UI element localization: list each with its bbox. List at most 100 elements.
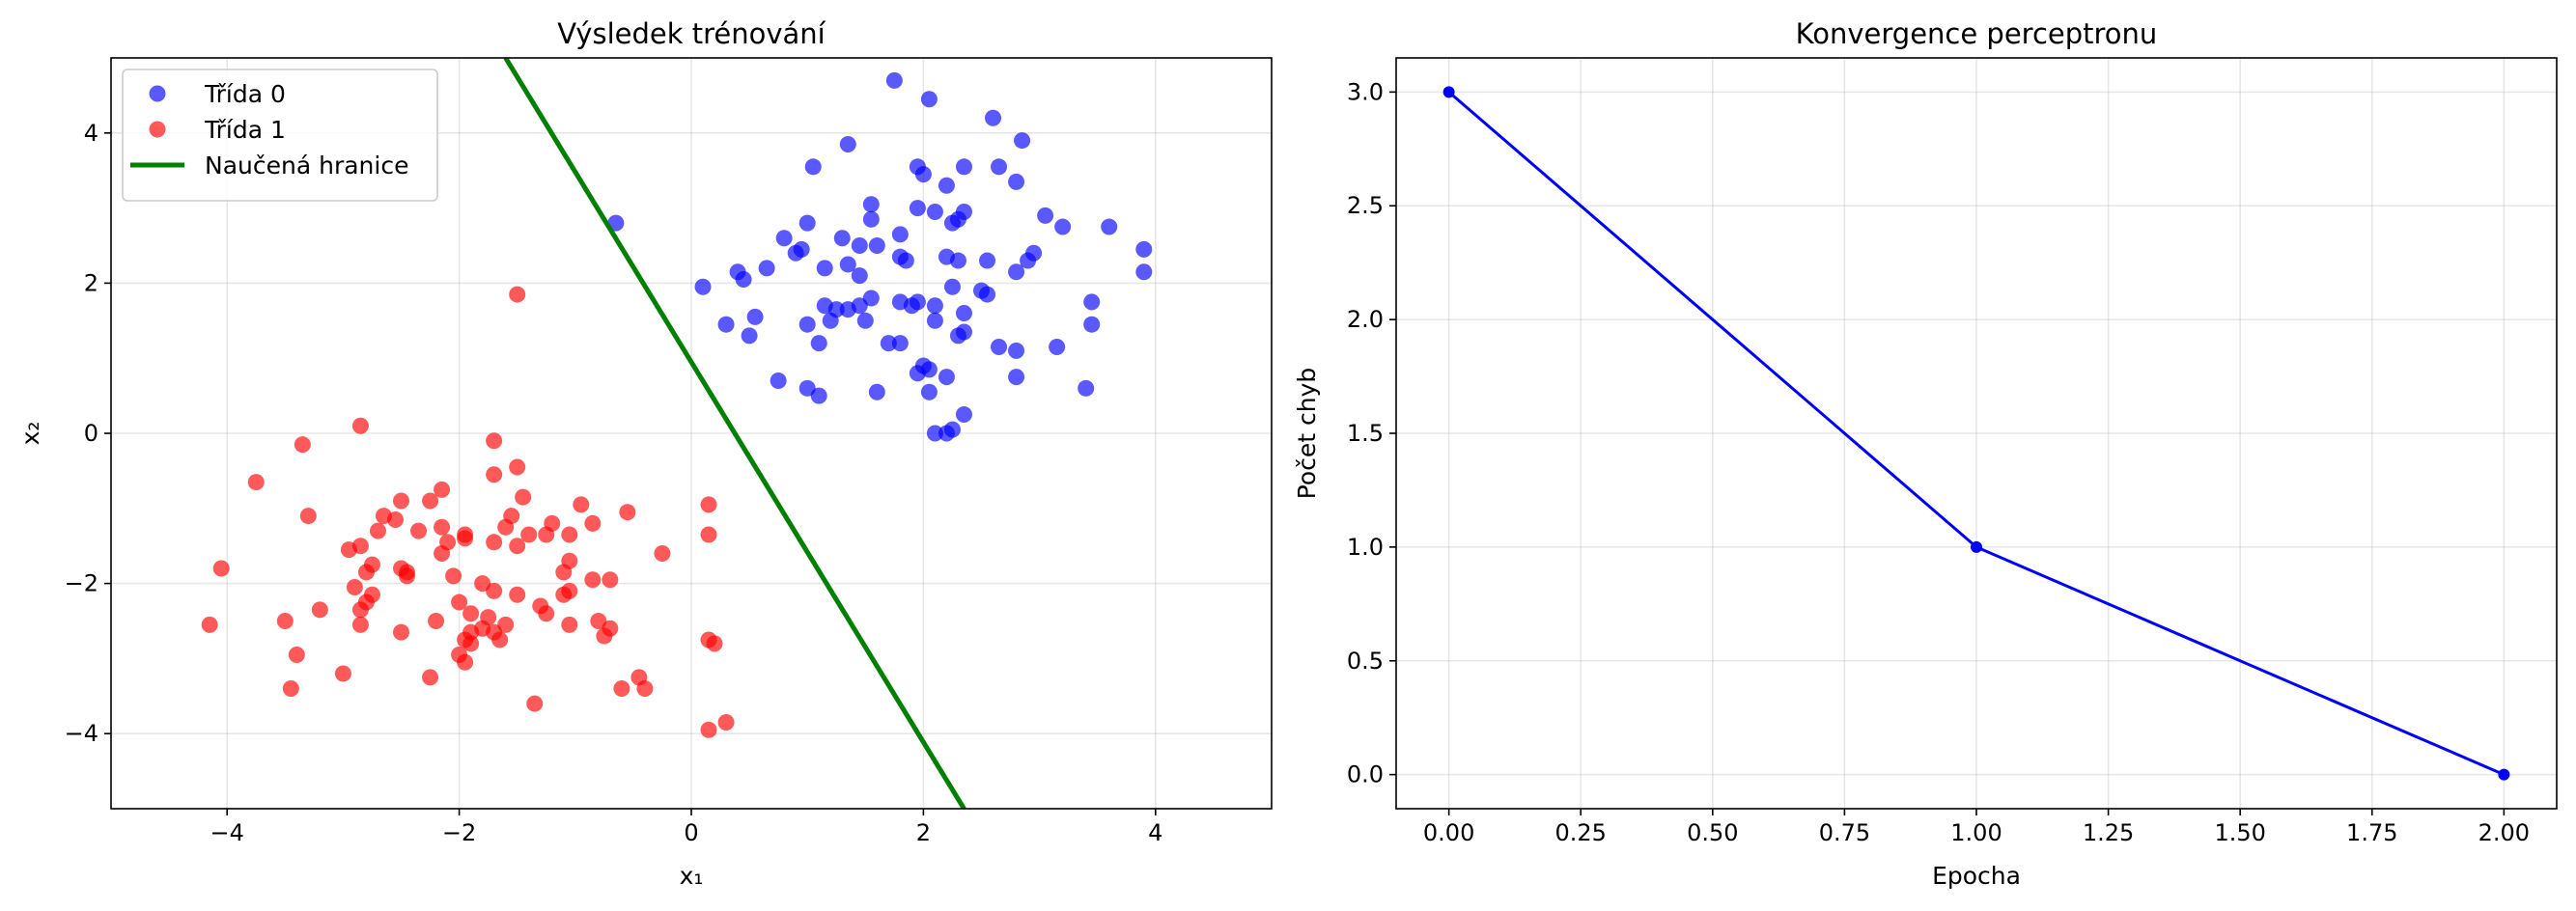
error-count-point [1442, 86, 1455, 98]
class0-point [862, 196, 880, 213]
class1-point [497, 518, 515, 536]
scatter-series-0 [607, 71, 1153, 442]
class1-point [351, 417, 369, 434]
class0-point [885, 71, 903, 89]
class0-point [816, 260, 833, 277]
legend-box [122, 69, 438, 202]
class0-point [1049, 339, 1066, 356]
scatter-series-1 [201, 286, 735, 738]
class0-point [920, 383, 938, 400]
class0-point [810, 335, 827, 352]
class0-point [839, 301, 856, 318]
class1-point [393, 623, 409, 641]
class0-point [955, 305, 972, 322]
class1-point [486, 432, 503, 450]
class0-point [1008, 342, 1025, 359]
class0-point [1020, 252, 1037, 269]
convergence-y-tick-label: 1.5 [1347, 420, 1384, 447]
class1-point [201, 616, 218, 633]
class0-point [856, 312, 874, 329]
class0-point [891, 335, 909, 352]
class1-point [520, 526, 538, 543]
class1-point [555, 564, 573, 581]
class1-point [561, 616, 578, 633]
class1-point [445, 567, 462, 585]
scatter-y-tick-label: −4 [65, 720, 98, 747]
class1-point [351, 538, 369, 555]
class1-point [410, 522, 428, 539]
class0-point [880, 335, 897, 352]
class0-point [955, 323, 972, 341]
class0-point [909, 200, 926, 217]
class1-point [399, 567, 416, 585]
scatter-y-tick-label: 2 [84, 269, 98, 296]
class0-point [979, 286, 996, 303]
class1-point [393, 492, 409, 510]
class0-point [1083, 316, 1101, 333]
convergence-x-tick-label: 1.25 [2083, 819, 2134, 846]
class0-point [1078, 379, 1095, 397]
scatter-x-tick-label: 2 [916, 819, 931, 846]
scatter-plot-title: Výsledek trénování [557, 17, 826, 50]
class0-point [938, 369, 955, 386]
class1-point [288, 647, 305, 664]
class1-point [509, 286, 526, 303]
convergence-x-tick-label: 0.50 [1687, 819, 1738, 846]
class0-point [1101, 218, 1118, 235]
class1-point [294, 436, 311, 454]
class0-point [1008, 263, 1025, 281]
convergence-plot-panel: Konvergence perceptronu Epocha Počet chy… [1293, 17, 2558, 890]
legend-class1-marker [149, 121, 166, 138]
class1-point [486, 466, 503, 483]
convergence-x-tick-label: 1.75 [2346, 819, 2397, 846]
class0-point [1008, 173, 1025, 190]
scatter-y-axis-label: x₂ [16, 422, 44, 446]
class0-point [758, 260, 775, 277]
class0-point [868, 237, 885, 254]
class0-point [891, 226, 909, 243]
class0-point [775, 230, 793, 247]
class0-point [903, 297, 920, 315]
class1-point [247, 474, 265, 491]
class0-point [914, 166, 932, 183]
class1-point [486, 534, 503, 551]
class0-point [943, 278, 961, 295]
convergence-x-tick-label: 0.25 [1555, 819, 1607, 846]
legend-label: Naučená hranice [205, 152, 408, 179]
class0-point [787, 244, 804, 262]
class0-point [868, 383, 885, 400]
class1-point [434, 544, 451, 562]
convergence-x-axis-label: Epocha [1932, 862, 2021, 890]
class1-point [509, 538, 526, 555]
class1-point [613, 680, 630, 698]
scatter-y-tick-label: 4 [84, 120, 98, 147]
class1-point [451, 594, 468, 611]
class1-point [636, 680, 654, 698]
class1-point [434, 481, 451, 498]
class1-point [457, 530, 474, 547]
class0-point [949, 252, 966, 269]
class0-point [991, 339, 1008, 356]
class0-point [804, 158, 822, 176]
class1-point [282, 680, 299, 698]
scatter-x-tick-label: 4 [1148, 819, 1162, 846]
class0-point [1083, 293, 1101, 311]
class0-point [955, 406, 972, 424]
class0-point [833, 230, 851, 247]
class0-point [897, 252, 914, 269]
class1-point [700, 496, 717, 513]
convergence-data [1442, 86, 2510, 781]
class0-point [862, 210, 880, 228]
class0-point [985, 109, 1002, 126]
class0-point [770, 373, 787, 390]
class1-point [386, 511, 404, 528]
error-count-point [2498, 768, 2510, 781]
scatter-plot-panel: Výsledek trénování x₁ x₂ −4 −2 0 2 4−4−2024T… [16, 17, 1273, 890]
class1-point [717, 714, 735, 732]
class0-point [920, 91, 938, 108]
class0-point [741, 327, 758, 345]
class1-point [491, 631, 509, 649]
class1-point [369, 522, 386, 539]
class0-point [810, 387, 827, 404]
